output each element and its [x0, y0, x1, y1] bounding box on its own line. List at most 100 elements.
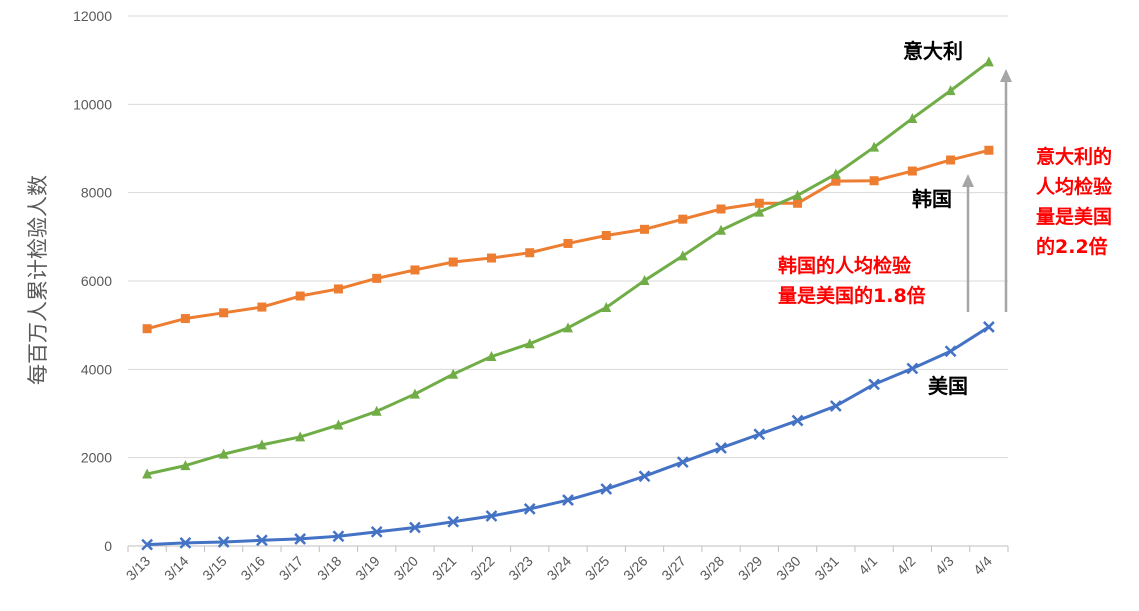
data-point	[754, 198, 764, 208]
data-point	[563, 238, 573, 248]
data-point	[601, 302, 612, 312]
data-point	[332, 530, 345, 543]
data-point	[180, 460, 191, 471]
data-point	[523, 503, 536, 515]
x-tick-label: 4/2	[893, 553, 918, 578]
data-point	[906, 362, 919, 375]
data-point	[601, 231, 611, 241]
data-point	[486, 253, 496, 263]
y-tick-label: 2000	[81, 450, 112, 466]
y-tick-label: 12000	[73, 8, 112, 24]
x-tick-label: 3/26	[620, 553, 651, 584]
data-point	[907, 112, 918, 123]
data-point	[715, 442, 727, 454]
x-tick-label: 3/13	[123, 553, 154, 584]
data-point	[485, 510, 498, 522]
data-point	[525, 248, 535, 258]
data-point	[448, 257, 458, 267]
x-tick-label: 4/1	[855, 553, 880, 578]
x-tick-label: 3/15	[199, 553, 230, 584]
x-tick-label: 3/28	[697, 553, 728, 584]
data-point	[982, 321, 995, 333]
data-point	[524, 338, 535, 349]
annotation-arrow-italy	[1000, 69, 1012, 312]
x-tick-label: 3/18	[314, 553, 345, 584]
x-tick-label: 4/4	[970, 553, 995, 578]
data-point	[945, 85, 956, 96]
data-point	[371, 405, 382, 416]
y-tick-label: 0	[104, 538, 112, 554]
data-point	[830, 168, 841, 179]
data-point	[448, 368, 459, 379]
data-point	[486, 351, 497, 362]
series-line	[147, 325, 990, 547]
data-point	[793, 198, 803, 208]
x-tick-label: 3/30	[773, 553, 804, 584]
y-tick-label: 8000	[81, 185, 112, 201]
data-point	[639, 275, 650, 286]
data-point	[676, 456, 689, 468]
data-point	[791, 414, 804, 427]
data-point	[409, 521, 421, 534]
data-point	[295, 431, 306, 442]
data-point	[370, 525, 383, 538]
x-tick-label: 3/21	[429, 553, 460, 584]
data-point	[562, 494, 574, 506]
data-point	[868, 378, 880, 391]
data-point	[678, 214, 688, 224]
data-point	[831, 176, 841, 186]
data-point	[333, 284, 343, 294]
data-point	[217, 536, 230, 548]
data-point	[333, 419, 344, 430]
x-tick-label: 3/31	[811, 553, 842, 584]
x-tick-label: 3/19	[352, 553, 383, 584]
data-point	[256, 534, 268, 547]
annotation-arrow-korea	[962, 174, 974, 312]
data-point	[141, 538, 154, 551]
data-point	[179, 537, 192, 549]
data-point	[218, 448, 229, 459]
annotation-italy-line-1: 意大利的	[1036, 145, 1112, 168]
data-point	[600, 483, 613, 495]
series-label-italy: 意大利	[903, 39, 963, 63]
data-point	[754, 206, 765, 217]
y-axis: 0 2000 4000 6000 8000 10000 12000	[73, 8, 112, 554]
data-point	[257, 302, 267, 312]
x-tick-label: 3/17	[276, 553, 307, 584]
grid-lines	[128, 15, 1008, 547]
x-tick-label: 3/14	[161, 553, 192, 584]
data-point	[256, 439, 267, 450]
data-point	[372, 273, 382, 283]
annotation-italy-line-4: 的2.2倍	[1036, 235, 1108, 258]
data-point	[295, 291, 305, 301]
x-tick-label: 3/16	[237, 553, 268, 584]
data-point	[638, 470, 651, 483]
series-label-usa: 美国	[928, 374, 968, 398]
data-point	[563, 322, 573, 333]
data-point	[409, 388, 420, 399]
annotation-italy-line-3: 量是美国	[1036, 205, 1112, 228]
data-point	[410, 265, 420, 275]
series-0	[142, 145, 994, 334]
data-point	[677, 250, 688, 261]
data-point	[142, 468, 153, 479]
data-point	[869, 176, 879, 186]
x-axis: 3/13 3/14 3/15 3/16 3/17 3/18 3/19 3/20 3/21 3/22…	[123, 545, 1009, 584]
data-point	[983, 56, 994, 67]
data-point	[984, 145, 994, 155]
x-tick-label: 3/27	[658, 553, 689, 584]
y-axis-label: 每百万人累计检验人数	[26, 175, 50, 385]
data-point	[447, 515, 460, 528]
x-tick-label: 3/24	[544, 553, 575, 584]
data-point	[716, 204, 726, 214]
y-tick-label: 10000	[73, 96, 112, 112]
series-1	[142, 56, 994, 479]
data-point	[869, 141, 880, 152]
data-point	[829, 400, 842, 412]
x-tick-label: 3/22	[467, 553, 498, 584]
data-point	[142, 324, 152, 334]
x-tick-label: 3/20	[390, 553, 421, 584]
data-point	[792, 189, 803, 200]
data-point	[753, 428, 766, 441]
